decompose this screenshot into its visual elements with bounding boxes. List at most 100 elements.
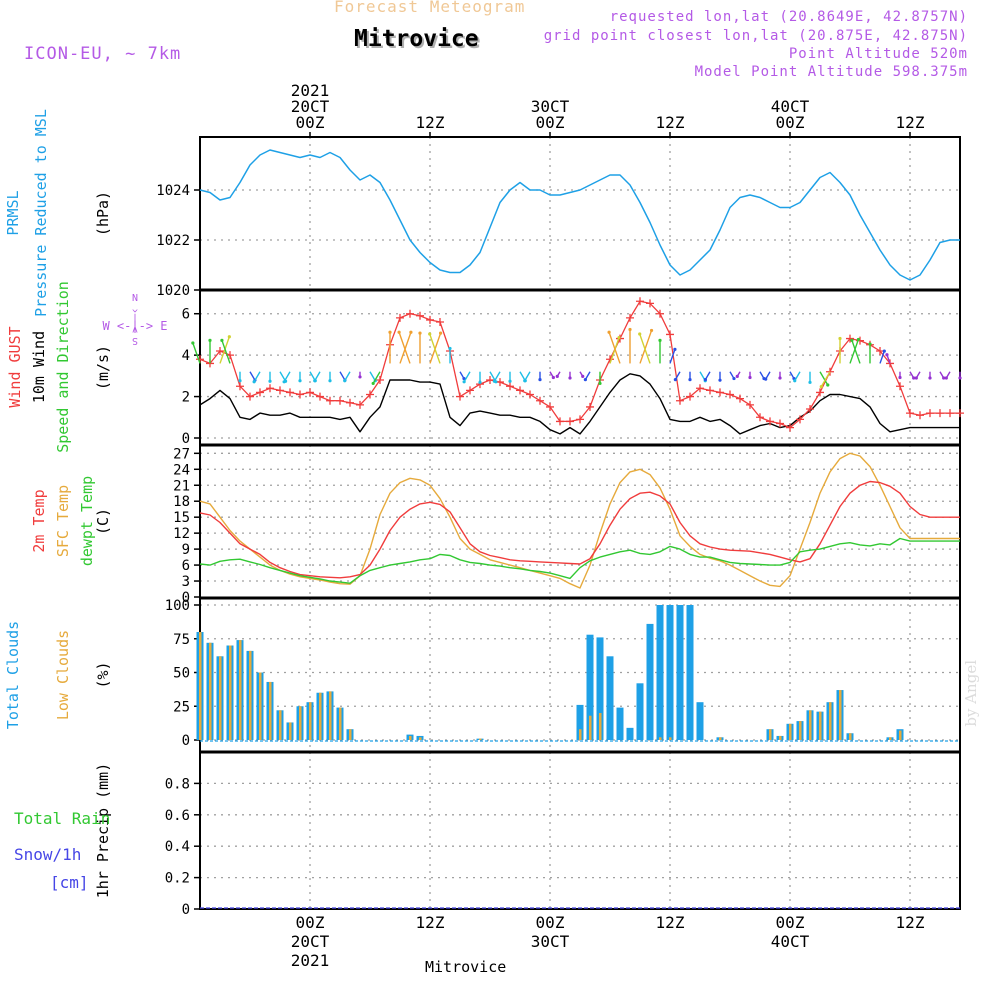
gust-point (906, 409, 914, 418)
gust-point (266, 384, 274, 393)
compass-vertical: | (132, 313, 138, 324)
wind-arrow (208, 338, 212, 364)
low-cloud-bar (229, 645, 232, 740)
precip-rain-label: Total Rain (14, 809, 110, 828)
bottom-time-label: 12Z (416, 913, 445, 932)
wind-arrow-head (688, 378, 692, 382)
gust-point (926, 409, 934, 418)
gust-point (876, 347, 884, 355)
gust-point (406, 309, 414, 318)
y-tick-label: 6 (182, 558, 190, 574)
y-tick-label: 18 (173, 494, 190, 510)
wind-arrow-head (856, 337, 861, 342)
wind-arrow (388, 330, 392, 364)
gust-point (326, 396, 334, 405)
gust-point (276, 386, 284, 395)
wind-arrow-head (409, 330, 413, 334)
wind-arrow (555, 371, 561, 378)
wind-arrow-shaft (609, 337, 620, 364)
wind-arrow (191, 341, 201, 364)
top-time-label: 12Z (416, 113, 445, 132)
gust-point (766, 417, 774, 426)
top-time-label: 12Z (656, 113, 685, 132)
requested-coords: requested lon,lat (20.8649E, 42.8757N) (609, 9, 968, 25)
wind-arrow-head (238, 379, 242, 383)
wind-arrow-head (718, 378, 722, 382)
gust-point (726, 390, 734, 399)
wind-arrow-shaft (249, 371, 256, 381)
gust-point (336, 396, 344, 405)
total-cloud-bar (626, 727, 634, 740)
app-title: Forecast Meteogram (334, 0, 526, 16)
wind-arrow-shaft (339, 371, 346, 381)
wind-arrow (658, 338, 662, 364)
wind-arrow-head (607, 330, 611, 334)
gust-point (716, 388, 724, 397)
y-tick-label: 2 (182, 390, 190, 406)
series-2m-temp (199, 480, 960, 579)
side-label: 10m Wind (30, 331, 48, 403)
wind-arrow-head (649, 328, 654, 333)
wind-arrow (628, 327, 632, 364)
compass-vertical: S (132, 335, 138, 346)
wind-arrow-head (298, 379, 302, 383)
side-label: dewpt Temp (78, 476, 96, 566)
gust-point (516, 386, 524, 395)
total-cloud-bar (676, 605, 684, 740)
bottom-time-label: 12Z (656, 913, 685, 932)
y-tick-label: 24 (173, 462, 190, 478)
top-time-label: 00Z (776, 113, 805, 132)
gust-point (216, 347, 224, 355)
wind-arrow-head (439, 331, 443, 335)
gust-point (256, 388, 264, 397)
total-cloud-bar (636, 683, 644, 740)
wind-arrow-head (942, 376, 946, 380)
top-time-label: 30CT (531, 97, 570, 116)
wind-arrow-head (252, 380, 256, 384)
gust-point (646, 299, 654, 308)
wind-arrow (789, 371, 796, 381)
wind-arrow-head (191, 341, 195, 345)
wind-arrow-head (583, 378, 587, 382)
wind-arrow-head (838, 336, 842, 341)
gust-point (306, 388, 314, 397)
low-cloud-bar (779, 735, 782, 740)
gust-point (826, 367, 834, 376)
low-cloud-bar (299, 706, 302, 740)
wind-arrow (885, 353, 891, 364)
wind-arrow (448, 346, 452, 364)
side-label: Low Clouds (54, 630, 72, 720)
wind-arrow (418, 331, 422, 364)
model-altitude: Model Point Altitude 598.375m (694, 64, 968, 80)
wind-arrow-head (638, 332, 642, 336)
model-label: ICON-EU, ~ 7km (24, 44, 182, 64)
wind-arrow-head (617, 336, 621, 340)
wind-arrow-head (868, 342, 872, 346)
wind-arrow (549, 371, 555, 380)
low-cloud-bar (349, 729, 352, 740)
wind-arrow-shaft (851, 340, 861, 364)
low-cloud-bar (199, 632, 202, 740)
wind-arrow (428, 332, 441, 364)
gust-point (756, 413, 764, 422)
low-cloud-bar (279, 710, 282, 740)
low-cloud-bar (339, 707, 342, 740)
y-tick-label: 0.2 (165, 871, 190, 887)
gust-point (796, 415, 804, 424)
wind-arrow-head (581, 374, 585, 378)
low-cloud-bar (799, 721, 802, 740)
low-cloud-bar (829, 702, 832, 740)
wind-arrow (735, 371, 741, 378)
wind-arrow-head (703, 378, 707, 382)
wind-arrow (282, 371, 291, 384)
y-tick-label: 0.6 (165, 808, 190, 824)
low-cloud-bar (889, 737, 892, 740)
bottom-time-label: 12Z (896, 913, 925, 932)
wind-arrow-shaft (669, 349, 676, 364)
grid-point-coords: grid point closest lon,lat (20.875E, 42.… (543, 28, 968, 44)
point-altitude: Point Altitude 520m (788, 46, 968, 62)
gust-point (666, 330, 674, 339)
wind-arrow (673, 371, 681, 382)
wind-arrow-head (388, 330, 392, 334)
